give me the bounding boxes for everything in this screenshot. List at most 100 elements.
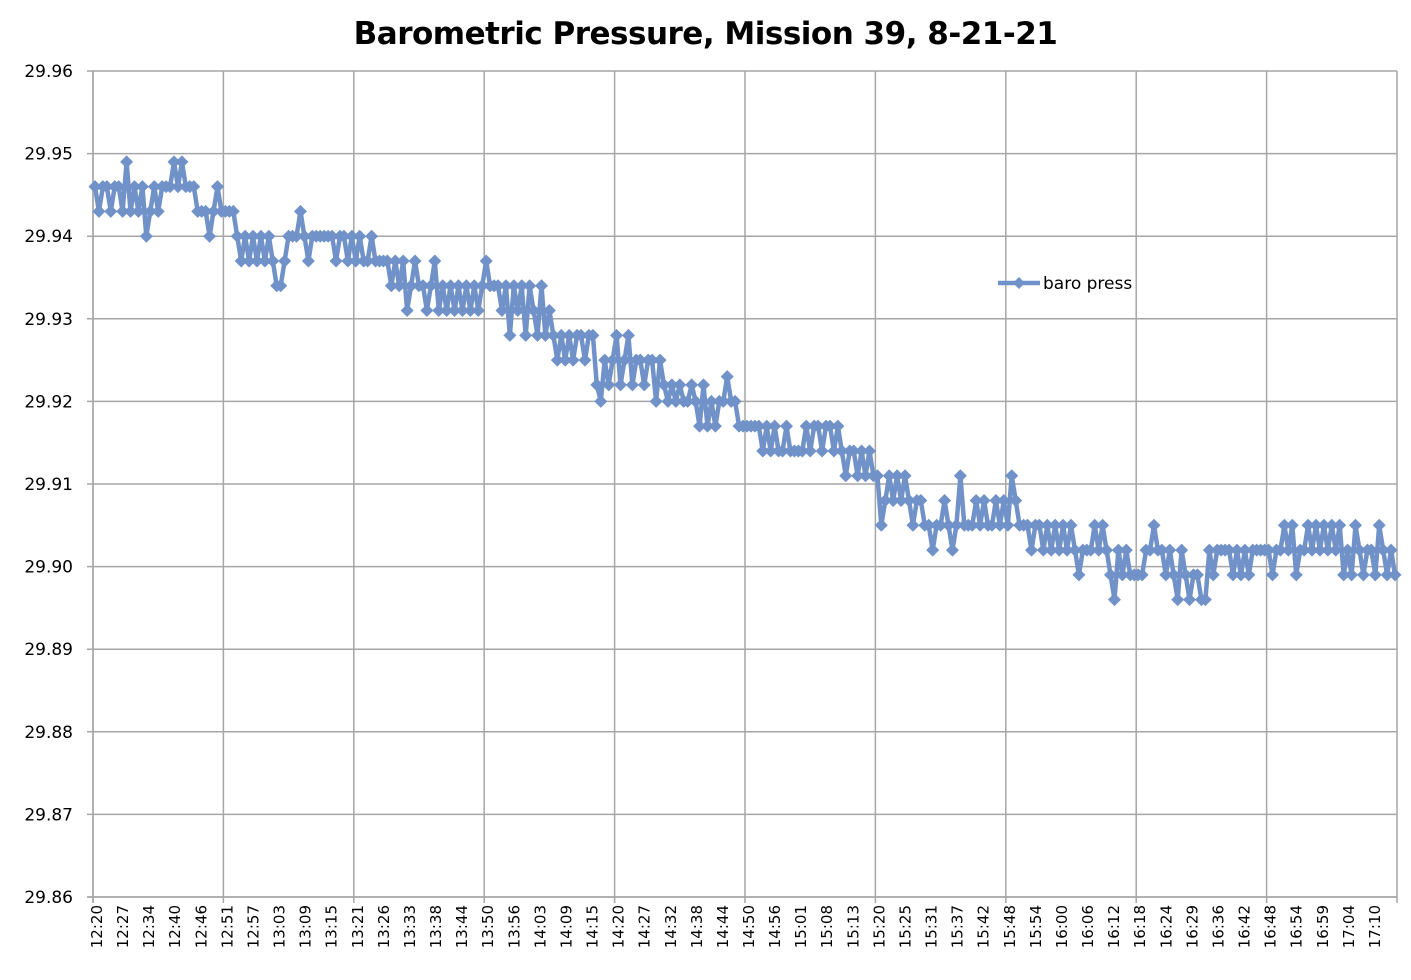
x-tick-label: 16:00 <box>1053 905 1071 948</box>
x-tick-label: 16:48 <box>1262 905 1280 948</box>
data-point-marker <box>361 254 375 268</box>
x-tick-label: 14:32 <box>662 905 680 948</box>
data-point-marker <box>187 180 201 194</box>
data-point-marker <box>329 254 343 268</box>
data-point-marker <box>803 444 817 458</box>
data-point-marker <box>404 279 418 293</box>
data-point-marker <box>345 229 359 243</box>
legend-diamond-marker <box>1013 277 1025 289</box>
data-point-marker <box>475 279 489 293</box>
data-point-marker <box>985 518 999 532</box>
data-point-marker <box>171 180 185 194</box>
data-point-marker <box>882 469 896 483</box>
data-point-marker <box>673 378 687 392</box>
x-tick-label: 15:54 <box>1027 905 1045 948</box>
x-tick-label: 13:44 <box>453 905 471 948</box>
axes <box>87 71 1397 903</box>
data-point-marker <box>1380 568 1394 582</box>
data-point-marker <box>586 328 600 342</box>
data-point-marker <box>1345 568 1359 582</box>
data-point-marker <box>847 444 861 458</box>
data-point-marker <box>1388 568 1402 582</box>
data-point-marker <box>127 180 141 194</box>
data-point-marker <box>874 518 888 532</box>
data-point-marker <box>752 419 766 433</box>
data-point-marker <box>511 304 525 318</box>
y-tick-label: 29.90 <box>24 558 73 578</box>
x-tick-label: 12:20 <box>88 905 106 948</box>
data-point-marker <box>1100 543 1114 557</box>
data-point-marker <box>163 180 177 194</box>
data-point-marker <box>637 378 651 392</box>
data-point-marker <box>1368 568 1382 582</box>
data-point-marker <box>1309 518 1323 532</box>
x-axis-tick-labels: 12:20 12:27 12:34 12:40 12:46 12:51 12:57 13:03… <box>88 905 1384 948</box>
data-point-marker <box>835 444 849 458</box>
data-point-marker <box>353 229 367 243</box>
data-point-marker <box>1301 518 1315 532</box>
data-point-marker <box>799 419 813 433</box>
x-tick-label: 12:27 <box>114 905 132 948</box>
data-point-marker <box>855 444 869 458</box>
data-point-marker <box>1171 593 1185 607</box>
data-point-marker <box>1376 543 1390 557</box>
data-point-marker <box>1005 469 1019 483</box>
data-point-marker <box>527 304 541 318</box>
data-point-marker <box>203 229 217 243</box>
data-point-marker <box>574 328 588 342</box>
x-tick-label: 16:54 <box>1288 905 1306 948</box>
data-point-marker <box>1064 518 1078 532</box>
data-point-marker <box>1317 518 1331 532</box>
x-tick-label: 12:46 <box>192 905 210 948</box>
x-tick-label: 12:57 <box>244 905 262 948</box>
data-point-marker <box>550 353 564 367</box>
y-tick-label: 29.87 <box>24 805 73 825</box>
data-point-marker <box>1206 568 1220 582</box>
data-point-marker <box>199 204 213 218</box>
data-point-marker <box>606 353 620 367</box>
data-point-marker <box>1356 568 1370 582</box>
data-point-marker <box>135 180 149 194</box>
data-point-marker <box>1143 543 1157 557</box>
data-point-marker <box>349 254 363 268</box>
data-point-marker <box>645 353 659 367</box>
data-point-marker <box>776 444 790 458</box>
data-point-marker <box>242 254 256 268</box>
data-point-marker <box>396 254 410 268</box>
data-point-marker <box>614 378 628 392</box>
data-point-marker <box>365 229 379 243</box>
legend-label: baro press <box>1043 274 1132 294</box>
data-point-marker <box>1084 543 1098 557</box>
data-point-marker <box>424 279 438 293</box>
x-tick-label: 15:25 <box>896 905 914 948</box>
data-point-marker <box>534 279 548 293</box>
x-tick-label: 13:26 <box>375 905 393 948</box>
x-tick-label: 15:08 <box>818 905 836 948</box>
data-point-marker <box>653 353 667 367</box>
data-point-marker <box>266 254 280 268</box>
data-point-marker <box>226 204 240 218</box>
data-point-marker <box>1044 543 1058 557</box>
data-point-marker <box>1230 543 1244 557</box>
x-tick-label: 13:21 <box>349 905 367 948</box>
data-point-marker <box>124 204 138 218</box>
data-point-marker <box>973 518 987 532</box>
data-point-marker <box>523 279 537 293</box>
data-point-marker <box>542 304 556 318</box>
data-point-marker <box>669 394 683 408</box>
data-point-marker <box>1111 543 1125 557</box>
data-point-marker <box>499 279 513 293</box>
data-point-marker <box>1238 543 1252 557</box>
data-point-marker <box>562 328 576 342</box>
x-tick-label: 13:50 <box>479 905 497 948</box>
data-point-marker <box>760 419 774 433</box>
data-point-marker <box>1135 568 1149 582</box>
data-point-marker <box>1277 518 1291 532</box>
data-point-marker <box>1313 543 1327 557</box>
data-point-marker <box>693 419 707 433</box>
data-point-marker <box>938 494 952 508</box>
data-point-marker <box>779 419 793 433</box>
x-tick-label: 13:09 <box>297 905 315 948</box>
data-point-marker <box>519 328 533 342</box>
